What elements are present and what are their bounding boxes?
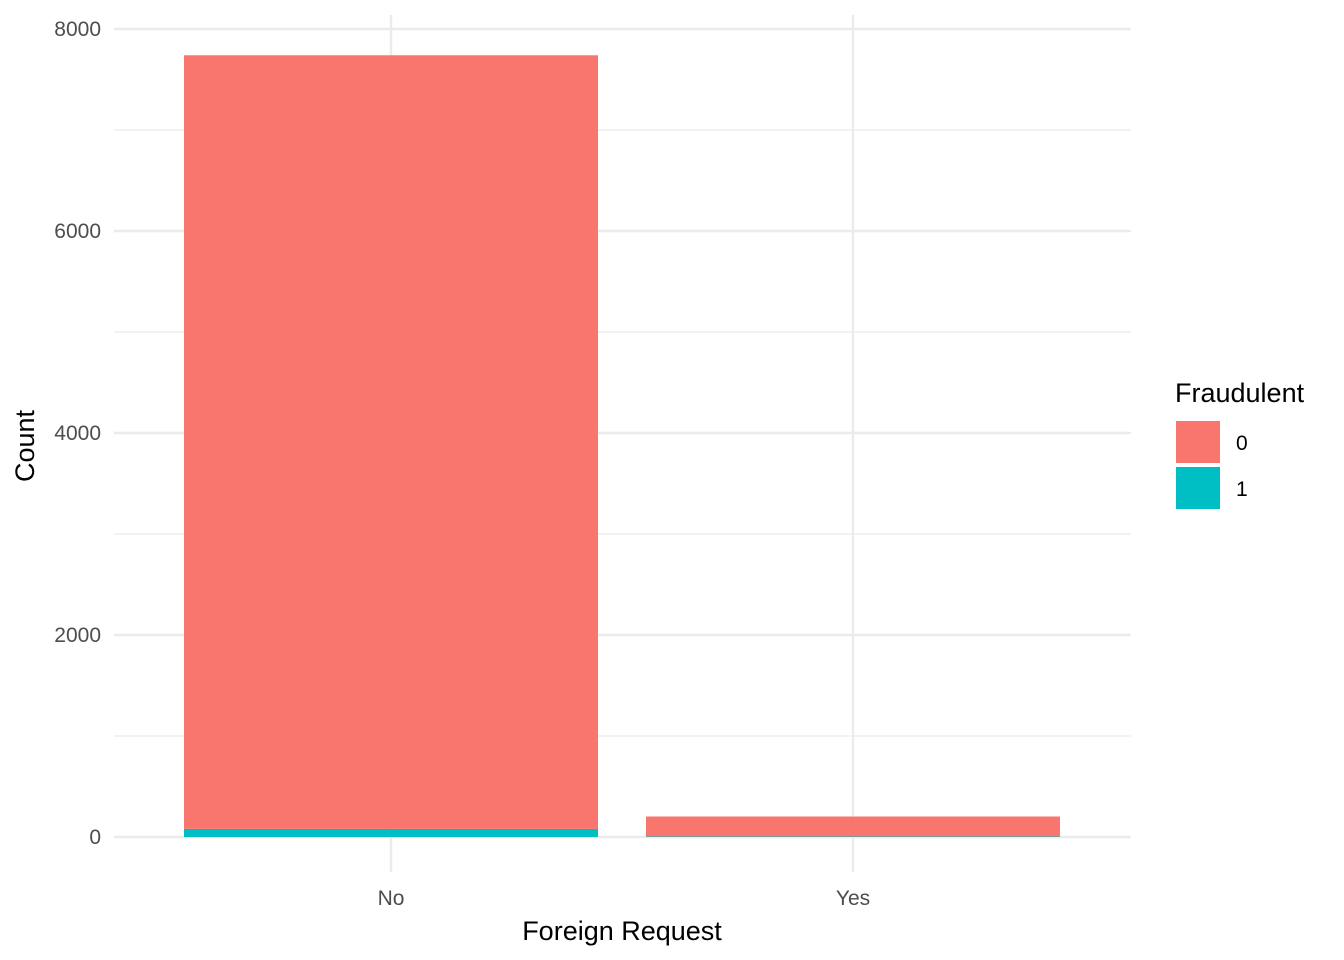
bar-yes-fraud-1 [646,836,1060,837]
y-tick-label-8000: 8000 [54,18,101,41]
legend-key-1 [1176,467,1220,509]
tick-labels: 0 2000 4000 6000 8000 No Yes [54,18,870,910]
y-tick-label-6000: 6000 [54,220,101,243]
y-tick-label-4000: 4000 [54,422,101,445]
x-tick-label-no: No [378,887,405,910]
bars [184,55,1060,837]
x-tick-label-yes: Yes [836,887,870,910]
y-axis-title: Count [10,409,40,482]
bar-no-fraud-1 [184,828,598,837]
x-axis-title: Foreign Request [522,916,722,946]
y-tick-label-0: 0 [89,826,101,849]
y-tick-label-2000: 2000 [54,624,101,647]
legend-label-1: 1 [1236,478,1248,501]
bar-no-fraud-0 [184,55,598,829]
bar-yes-fraud-0 [646,816,1060,837]
legend: Fraudulent 01 [1175,378,1305,509]
legend-label-0: 0 [1236,432,1248,455]
legend-title: Fraudulent [1175,378,1305,408]
legend-items: 01 [1176,421,1248,509]
legend-key-0 [1176,421,1220,463]
